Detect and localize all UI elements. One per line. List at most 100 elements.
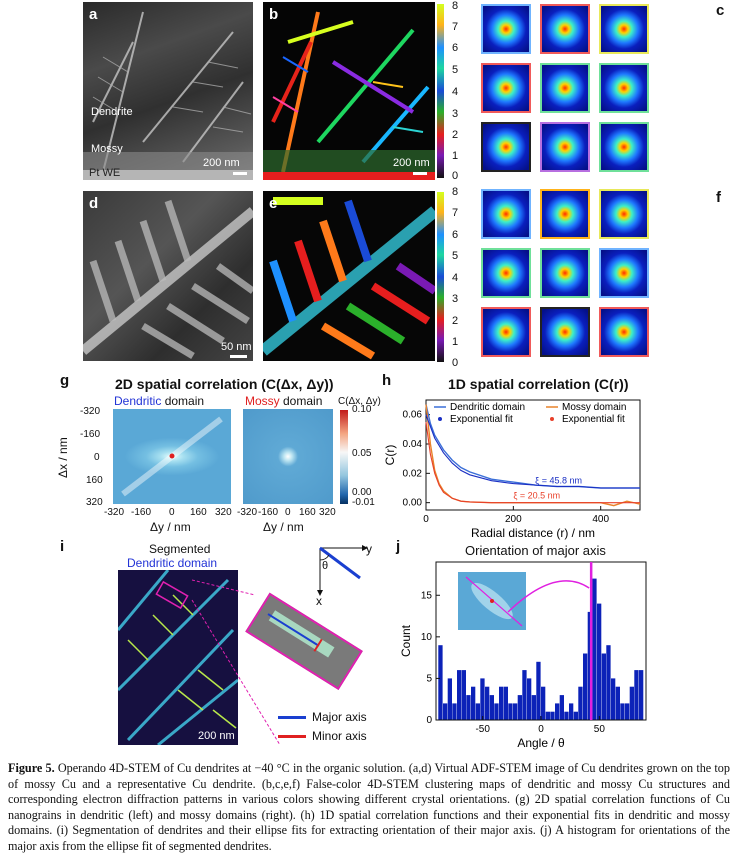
panel-b-cluster-regions <box>263 11 435 180</box>
panel-j-histogram: 0 5 10 15 -50 0 50 Angle / θ Count <box>399 561 647 750</box>
panel-e-cbar-tick: 5 <box>452 250 459 262</box>
panel-b-cbar-tick: 1 <box>452 150 459 162</box>
panel-g-xtick: 0 <box>169 507 175 518</box>
histogram-bar <box>461 670 466 720</box>
y-tick-label: 10 <box>421 632 433 643</box>
panel-h-title: 1D spatial correlation (C(r)) <box>448 376 629 392</box>
legend-label: Exponential fit <box>562 414 625 425</box>
y-tick-label: 0.02 <box>403 468 423 479</box>
panel-e-clustering-map: e <box>263 191 435 361</box>
panel-g-cbar-tick: -0.01 <box>352 497 375 508</box>
panel-g-xtick: 0 <box>285 507 291 518</box>
diffraction-pattern <box>599 248 649 298</box>
panel-g-ytick: 160 <box>86 475 103 486</box>
panel-e-cbar-tick: 1 <box>452 336 459 348</box>
histogram-bar <box>597 603 602 720</box>
panel-e-cluster-regions <box>263 197 435 360</box>
legend-label: Dendritic domain <box>450 402 525 413</box>
x-axis-label: Angle / θ <box>517 736 565 750</box>
panel-b-cbar-tick: 0 <box>452 170 459 182</box>
histogram-bar <box>611 678 616 720</box>
panel-e-cbar-tick: 4 <box>452 272 459 284</box>
histogram-bar <box>587 611 592 720</box>
histogram-bar <box>536 661 541 720</box>
panel-g-xlabel-left: Δy / nm <box>150 520 191 534</box>
panel-e-colorbar <box>437 192 444 362</box>
histogram-bar <box>615 686 620 720</box>
panel-d-dendrite-texture <box>83 199 253 360</box>
panel-h-letter: h <box>382 372 392 389</box>
panel-g-xtick: -320 <box>237 507 258 518</box>
histogram-bar <box>443 703 448 720</box>
histogram-bar <box>569 703 574 720</box>
histogram-bar <box>555 703 560 720</box>
panel-b-cbar-tick: 8 <box>452 0 459 12</box>
panel-g-cbar-tick: 0.00 <box>352 487 372 498</box>
panel-c-letter: c <box>716 2 725 19</box>
panel-b-cbar-tick: 7 <box>452 21 459 33</box>
diffraction-pattern <box>540 307 590 357</box>
histogram-bar <box>494 703 499 720</box>
histogram-bar <box>550 711 555 720</box>
panel-e-cbar-tick: 3 <box>452 293 459 305</box>
y-axis-label: C(r) <box>383 445 397 466</box>
y-tick-label: 0 <box>426 715 432 726</box>
panel-i-title-line1: Segmented <box>149 542 211 556</box>
annotation-mossy: ξ = 20.5 nm <box>513 490 560 500</box>
figure-caption: Figure 5. Operando 4D-STEM of Cu dendrit… <box>8 761 730 855</box>
diffraction-pattern <box>599 4 649 54</box>
panel-a-pt-label: Pt WE <box>89 167 121 179</box>
diffraction-pattern <box>599 189 649 239</box>
legend-swatch <box>438 417 442 421</box>
histogram-bar <box>564 711 569 720</box>
panel-b-cbar-tick: 5 <box>452 64 459 76</box>
y-tick-label: 5 <box>426 673 432 684</box>
histogram-bar <box>583 653 588 720</box>
panel-g-xtick: -320 <box>104 507 125 518</box>
panel-d-letter: d <box>89 195 99 212</box>
diffraction-pattern <box>481 63 531 113</box>
panel-g-xtick: -160 <box>258 507 279 518</box>
panel-b-scale-bar <box>413 172 427 175</box>
panel-b-clustering-map: b 200 nm <box>263 2 435 180</box>
panel-g-ytick: 320 <box>86 497 103 508</box>
panel-b-colorbar <box>437 4 444 178</box>
panel-a-letter: a <box>89 6 98 23</box>
panel-g-cbar-label: C(Δx, Δy) <box>338 396 381 407</box>
histogram-bar <box>517 695 522 720</box>
histogram-bar <box>447 678 452 720</box>
histogram-bar <box>559 695 564 720</box>
panel-a-scale-label: 200 nm <box>203 157 240 169</box>
panel-i-segmentation-map: 200 nm <box>118 570 238 745</box>
panel-e-cbar-tick: 2 <box>452 315 459 327</box>
histogram-bar <box>489 695 494 720</box>
panel-i-zoom-connectors <box>191 579 281 746</box>
panel-a-dendrite-label: Dendrite <box>91 106 133 118</box>
panel-g-ytick: 0 <box>94 452 100 463</box>
histogram-bar <box>531 695 536 720</box>
x-tick-label: -50 <box>475 724 490 735</box>
histogram-bar <box>639 670 644 720</box>
x-tick-label: 200 <box>505 514 522 525</box>
panel-g-xtick: 160 <box>190 507 207 518</box>
panel-b-cbar-tick: 3 <box>452 108 459 120</box>
panel-d-scale-label: 50 nm <box>221 341 252 353</box>
x-tick-label: 400 <box>592 514 609 525</box>
panel-b-cbar-tick: 4 <box>452 86 459 98</box>
diffraction-pattern <box>540 248 590 298</box>
histogram-bar <box>578 686 583 720</box>
series-line-3 <box>425 421 640 504</box>
histogram-bar <box>471 686 476 720</box>
panel-i-axis-x-label: x <box>316 594 322 608</box>
panel-g-right-subtitle-rest: domain <box>279 394 323 408</box>
y-tick-label: 0.04 <box>403 439 423 450</box>
panel-g-ylabel: Δx / nm <box>56 437 70 478</box>
diffraction-pattern <box>599 63 649 113</box>
panel-g-xtick: -160 <box>131 507 152 518</box>
diffraction-pattern <box>481 4 531 54</box>
diffraction-pattern <box>599 122 649 172</box>
series-line-2 <box>425 414 640 489</box>
diffraction-pattern <box>481 248 531 298</box>
panel-j-inset <box>458 572 526 630</box>
